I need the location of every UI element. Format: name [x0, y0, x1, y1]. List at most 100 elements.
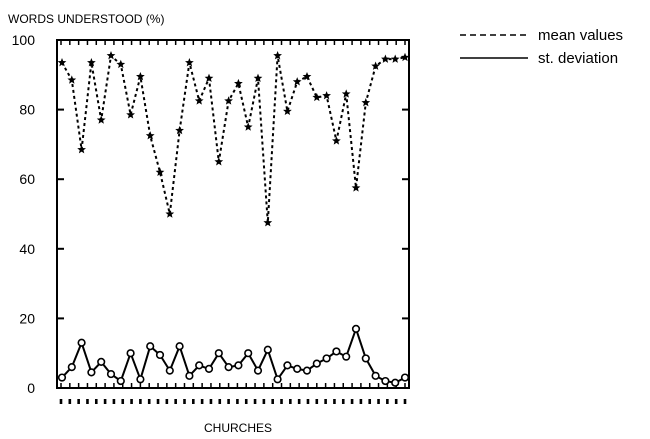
- y-tick-label: 60: [19, 171, 35, 187]
- data-point: [381, 54, 390, 63]
- y-tick-label: 80: [19, 102, 35, 118]
- series-st-deviation: [57, 324, 410, 387]
- x-axis-label: CHURCHES: [204, 421, 272, 435]
- x-category-mark: [359, 399, 363, 404]
- data-point: [155, 167, 165, 176]
- x-category-mark: [253, 399, 257, 404]
- plot-frame: [56, 39, 410, 389]
- x-category-mark: [77, 399, 80, 404]
- legend-label-stdev: st. deviation: [538, 50, 618, 67]
- x-category-mark: [183, 399, 186, 404]
- data-point: [293, 364, 302, 373]
- x-category-mark: [156, 399, 160, 404]
- data-point: [224, 96, 233, 105]
- x-category-mark: [103, 399, 107, 404]
- x-category-mark: [244, 399, 248, 404]
- y-tick-label: 40: [19, 241, 35, 257]
- series-layer: [57, 51, 410, 387]
- data-point: [302, 71, 312, 81]
- data-point: [145, 131, 155, 140]
- data-point: [371, 61, 380, 70]
- data-point: [243, 122, 253, 131]
- data-point: [116, 59, 126, 69]
- data-point: [97, 357, 106, 367]
- data-point: [390, 54, 400, 63]
- series-line: [61, 54, 406, 224]
- x-category-mark: [350, 399, 354, 404]
- data-point: [194, 96, 204, 105]
- data-point: [253, 366, 263, 375]
- data-point: [136, 375, 145, 384]
- data-point: [322, 354, 331, 363]
- x-category-mark: [86, 399, 89, 404]
- data-point: [273, 375, 282, 384]
- data-point: [342, 352, 351, 361]
- x-category-mark: [209, 399, 213, 404]
- data-point: [283, 106, 292, 116]
- x-category-mark: [112, 399, 116, 404]
- data-point: [67, 75, 77, 84]
- data-point: [312, 92, 322, 102]
- x-category-mark: [333, 399, 336, 404]
- data-point: [224, 363, 233, 372]
- data-point: [332, 136, 341, 145]
- x-category-mark: [324, 399, 327, 404]
- data-point: [185, 58, 194, 67]
- data-point: [361, 354, 370, 363]
- y-tick-label: 0: [27, 380, 35, 396]
- x-category-mark: [59, 399, 63, 404]
- data-point: [106, 51, 116, 60]
- data-point: [204, 73, 214, 82]
- data-point: [175, 125, 184, 135]
- data-point: [87, 368, 96, 377]
- x-category-mark: [403, 399, 407, 404]
- data-point: [263, 218, 273, 227]
- data-point: [400, 373, 410, 382]
- y-tick-label: 100: [12, 32, 36, 48]
- data-point: [77, 338, 86, 347]
- data-point: [351, 183, 361, 192]
- x-category-mark: [68, 399, 72, 404]
- x-category-mark: [306, 399, 310, 404]
- y-axis: 0 20 40 60 80 100: [12, 32, 409, 396]
- data-point: [87, 58, 96, 67]
- data-point: [341, 89, 351, 98]
- x-category-mark: [386, 399, 389, 404]
- x-category-mark: [289, 399, 292, 404]
- data-point: [283, 361, 292, 370]
- legend: mean values st. deviation: [460, 27, 623, 67]
- data-point: [126, 110, 135, 119]
- x-category-mark: [174, 399, 177, 404]
- data-point: [204, 364, 214, 373]
- x-category-mark: [377, 399, 380, 404]
- x-category-mark: [130, 399, 133, 404]
- x-axis-ticks: [59, 40, 407, 404]
- data-point: [263, 345, 272, 354]
- x-category-mark: [315, 399, 319, 404]
- data-point: [322, 91, 331, 100]
- data-point: [195, 361, 204, 370]
- y-tick-label: 20: [19, 310, 35, 326]
- x-category-mark: [192, 399, 195, 404]
- data-point: [391, 378, 400, 387]
- data-point: [312, 359, 321, 368]
- x-category-mark: [121, 399, 125, 404]
- data-point: [400, 52, 410, 62]
- data-point: [292, 77, 302, 86]
- x-category-mark: [218, 399, 222, 404]
- x-category-mark: [341, 399, 345, 404]
- x-category-mark: [94, 399, 98, 404]
- y-axis-label: WORDS UNDERSTOOD (%): [8, 12, 164, 26]
- data-point: [351, 324, 361, 333]
- data-point: [67, 363, 76, 372]
- data-point: [253, 73, 263, 82]
- data-point: [214, 157, 224, 166]
- x-category-mark: [297, 399, 301, 404]
- data-point: [244, 349, 253, 358]
- x-category-mark: [368, 399, 372, 404]
- data-point: [165, 209, 175, 218]
- data-point: [116, 376, 125, 386]
- x-category-mark: [236, 399, 239, 404]
- data-point: [146, 342, 155, 351]
